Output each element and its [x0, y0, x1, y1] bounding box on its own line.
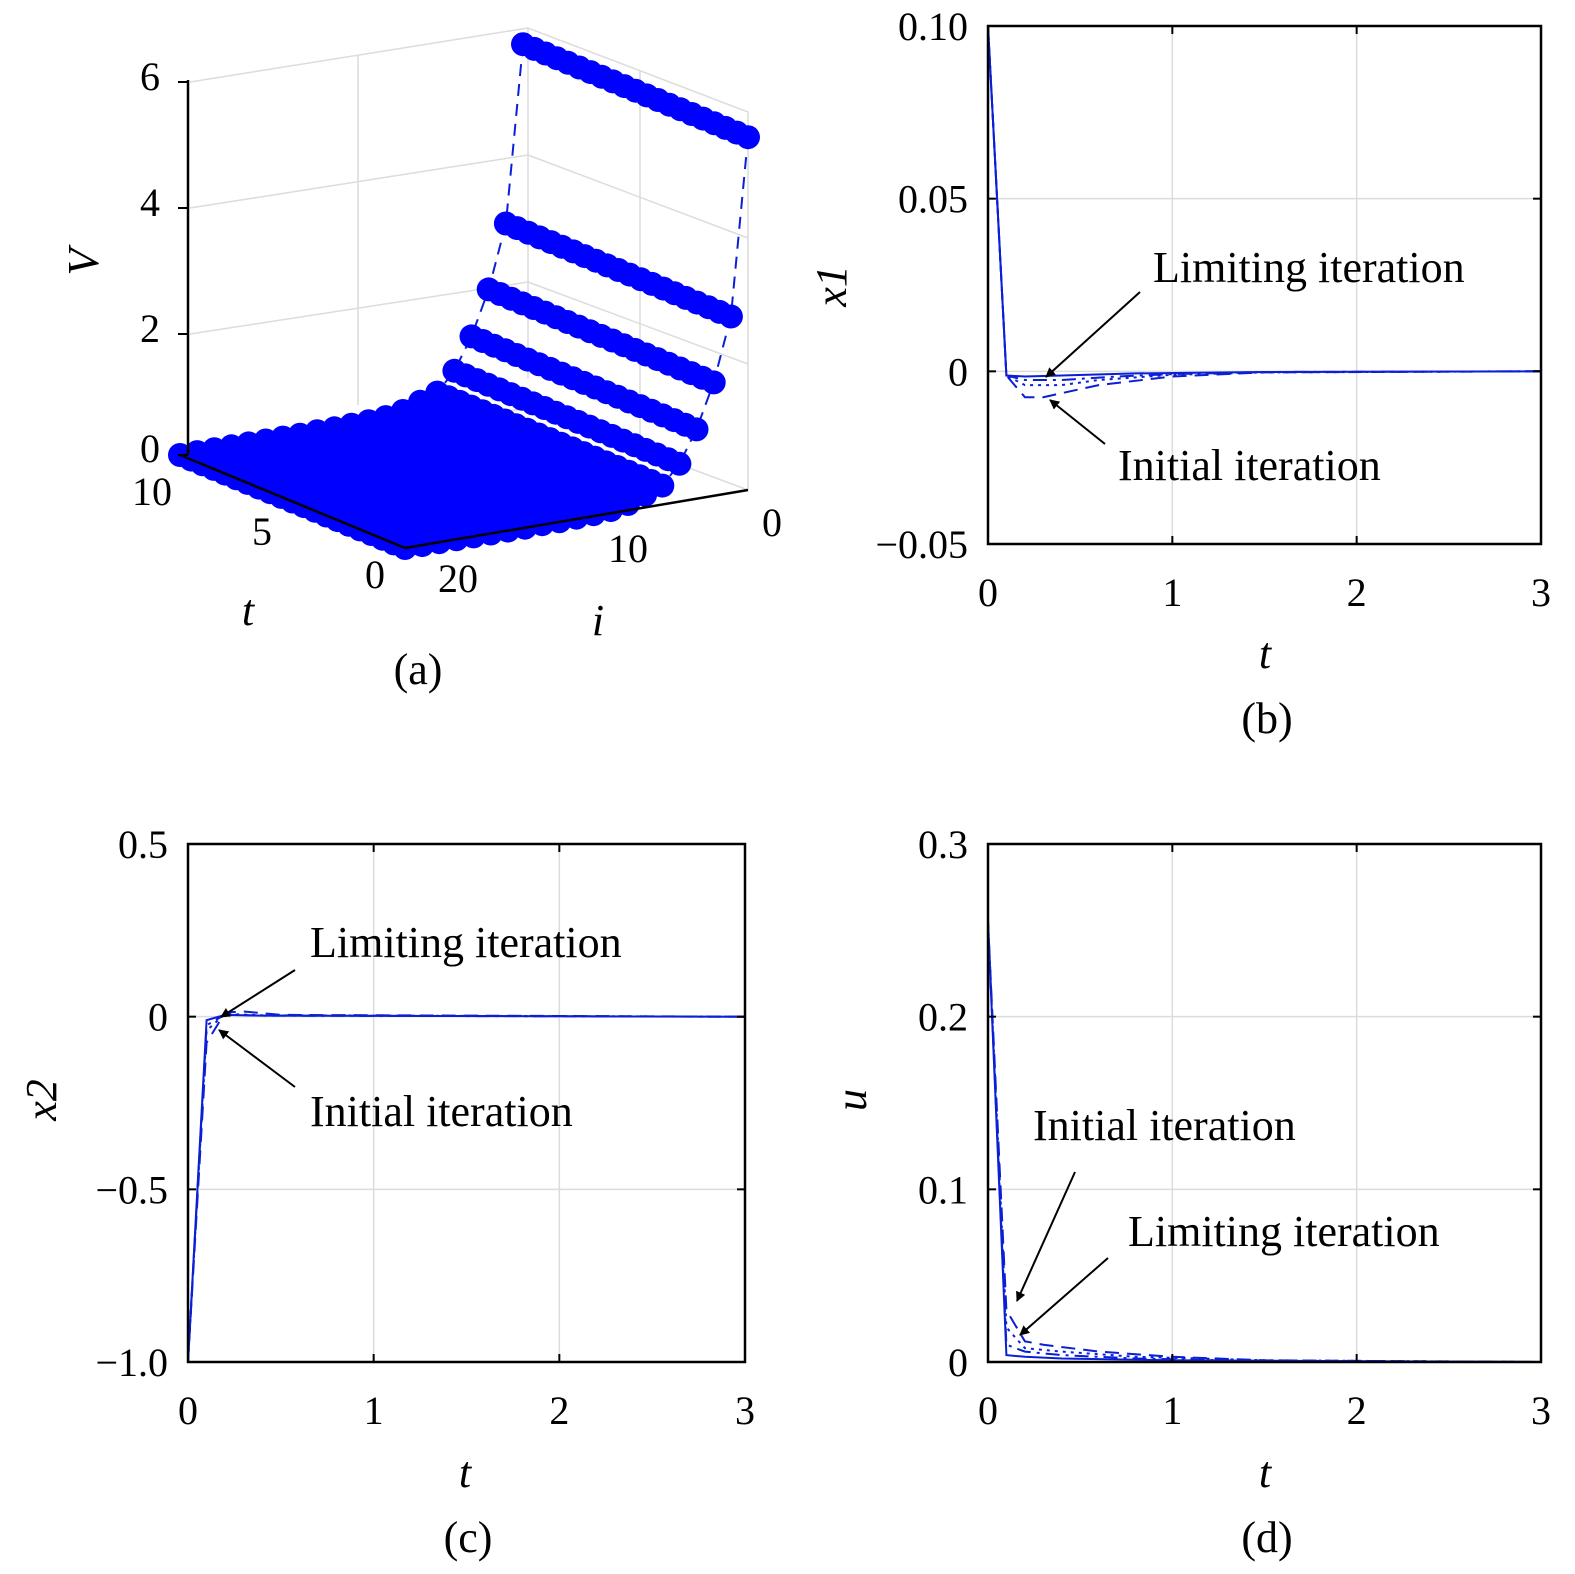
panel-c-y-tick: 0	[148, 995, 168, 1040]
panel-b-y-tick: 0.05	[898, 177, 968, 222]
panel-c-arrow-limiting	[220, 969, 296, 1018]
panel-c-frame	[186, 842, 747, 1364]
panel-a-i-tick: 20	[438, 556, 478, 601]
panel-a-caption: (a)	[394, 645, 443, 694]
panel-d-series	[987, 921, 1542, 1363]
panel-a-balls	[168, 32, 760, 560]
panel-b-y-tick: 0	[948, 349, 968, 394]
panel-d-ticks: 0 1 2 3 0.3 0.2 0.1 0	[918, 822, 1551, 1433]
panel-c-series-dotted	[187, 1012, 746, 1363]
panel-b-series-dashed	[987, 25, 1542, 399]
panel-c-x2-plot: 0 1 2 3 0.5 0 −0.5 −1.0 t x2 (c) Limiting itera…	[17, 822, 755, 1562]
panel-a-t-axis	[179, 453, 406, 550]
panel-d-y-tick: 0.2	[918, 995, 968, 1040]
panel-a-ball	[701, 370, 726, 395]
panel-d-arrow-initial	[1016, 1171, 1076, 1302]
panel-b-x-label: t	[1259, 629, 1273, 678]
panel-c-x-tick: 1	[364, 1388, 384, 1433]
panel-a-t-tick: 5	[252, 509, 272, 554]
panel-a-z-label: V	[59, 243, 108, 275]
panel-d-frame	[986, 842, 1543, 1364]
panel-a-ball	[667, 451, 692, 476]
panel-d-x-tick: 2	[1347, 1388, 1367, 1433]
panel-b-x-tick: 0	[978, 570, 998, 615]
panel-d-x-tick: 0	[978, 1388, 998, 1433]
panel-c-x-tick: 3	[735, 1388, 755, 1433]
panel-d-u-plot: 0 1 2 3 0.3 0.2 0.1 0 t u (d) Initial iteration…	[827, 822, 1551, 1562]
panel-c-series	[187, 1010, 746, 1363]
panel-a-i-label: i	[592, 596, 604, 645]
panel-c-arrow-initial	[218, 1029, 296, 1088]
panel-d-arrow-limiting	[1019, 1257, 1109, 1336]
panel-d-y-tick: 0.1	[918, 1167, 968, 1212]
panel-c-y-label: x2	[17, 1079, 66, 1122]
panel-b-ticks: 0 1 2 30.100.050−0.05	[875, 4, 1551, 615]
panel-c-ticks: 0 1 2 3 0.5 0 −0.5 −1.0	[95, 822, 755, 1433]
panel-a-z-tick: 4	[140, 180, 160, 225]
panel-b-x-tick: 3	[1531, 570, 1551, 615]
panel-c-series-solid	[187, 1013, 746, 1363]
panel-c-y-tick: 0.5	[118, 822, 168, 867]
panel-a-i-axis	[404, 488, 749, 550]
panel-b-arrow-initial	[1049, 399, 1106, 445]
panel-c-annotation-limiting: Limiting iteration	[310, 918, 622, 967]
panel-d-y-label: u	[827, 1089, 876, 1111]
panel-b-grid	[988, 26, 1541, 544]
panel-b-annotation-initial: Initial iteration	[1118, 441, 1381, 490]
panel-b-annotation-limiting: Limiting iteration	[1153, 243, 1465, 292]
panel-a-i-tick: 10	[608, 526, 648, 571]
panel-d-annotation-initial: Initial iteration	[1033, 1101, 1296, 1150]
panel-c-caption: (c)	[444, 1513, 493, 1562]
panel-b-x1-plot: 0 1 2 30.100.050−0.05 t x1 (b) Limiting ite…	[807, 4, 1551, 743]
panel-a-ball	[718, 304, 743, 329]
panel-a-z-tick: 2	[140, 306, 160, 351]
panel-a-z-tick: 0	[140, 426, 160, 471]
panel-d-grid	[988, 844, 1541, 1362]
panel-a-t-tick: 0	[365, 552, 385, 597]
panel-b-x-tick: 2	[1347, 570, 1367, 615]
panel-b-series	[987, 25, 1542, 399]
panel-b-arrow-limiting	[1045, 291, 1141, 378]
panel-c-x-tick: 0	[178, 1388, 198, 1433]
panel-d-series-dotted	[987, 921, 1542, 1363]
panel-b-y-label: x1	[807, 265, 856, 308]
panel-c-x-label: t	[459, 1448, 473, 1497]
panel-a-ball	[684, 417, 709, 442]
panel-a-t-label: t	[242, 586, 256, 635]
panel-c-x-tick: 2	[549, 1388, 569, 1433]
panel-b-y-tick: 0.10	[898, 4, 968, 49]
panel-d-y-tick: 0	[948, 1340, 968, 1385]
panel-a-t-tick: 10	[132, 469, 172, 514]
panel-b-series-solid	[987, 25, 1542, 378]
panel-c-y-tick: −1.0	[95, 1340, 168, 1385]
panel-d-x-tick: 3	[1531, 1388, 1551, 1433]
panel-a-z-tick: 6	[140, 54, 160, 99]
panel-c-series-dashed	[187, 1010, 746, 1363]
panel-c-annotation-initial: Initial iteration	[310, 1087, 573, 1136]
panel-a-ball	[736, 125, 760, 150]
panel-d-x-label: t	[1259, 1448, 1273, 1497]
panel-d-x-tick: 1	[1162, 1388, 1182, 1433]
panel-b-series-dotted	[987, 25, 1542, 387]
panel-a-i-tick: 0	[762, 500, 782, 545]
panel-b-y-tick: −0.05	[875, 522, 968, 567]
panel-b-frame	[986, 24, 1543, 546]
panel-b-series-dashdot	[987, 25, 1542, 381]
panel-c-y-tick: −0.5	[95, 1167, 168, 1212]
panel-d-y-tick: 0.3	[918, 822, 968, 867]
panel-b-x-tick: 1	[1162, 570, 1182, 615]
panel-c-series-dashdot	[187, 1013, 746, 1363]
panel-d-caption: (d)	[1241, 1513, 1292, 1562]
panel-d-annotation-limiting: Limiting iteration	[1128, 1207, 1440, 1256]
panel-b-caption: (b)	[1241, 694, 1292, 743]
panel-a-3d-value-plot: 6 4 2 0 V 10 5 0 t 20 10 0 i (a)	[59, 27, 782, 694]
